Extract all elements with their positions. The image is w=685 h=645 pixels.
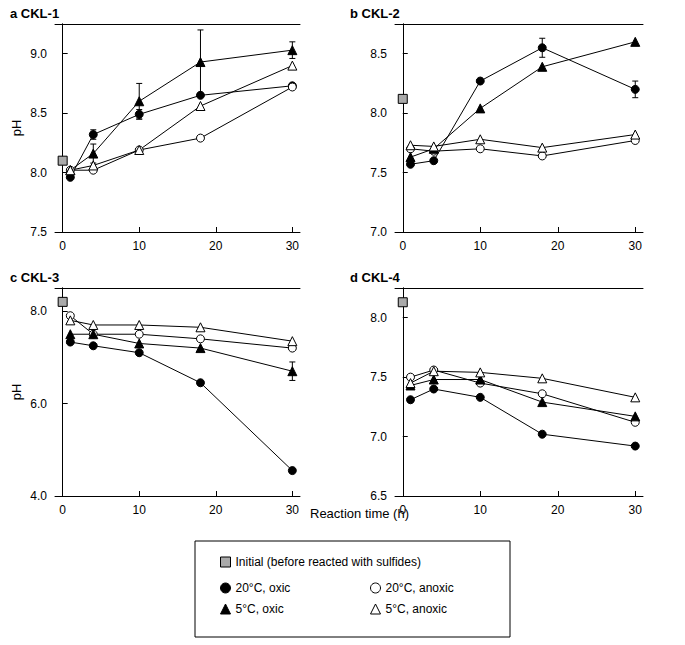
svg-text:0: 0 (59, 503, 66, 517)
svg-text:pH: pH (9, 120, 24, 137)
svg-text:a CKL-1: a CKL-1 (10, 6, 59, 21)
svg-text:30: 30 (629, 239, 643, 253)
svg-text:5°C, anoxic: 5°C, anoxic (386, 602, 448, 616)
svg-text:8.0: 8.0 (30, 304, 47, 318)
svg-text:7.5: 7.5 (370, 166, 387, 180)
svg-text:8.5: 8.5 (30, 106, 47, 120)
svg-text:30: 30 (629, 503, 643, 517)
svg-text:7.5: 7.5 (30, 225, 47, 239)
svg-text:7.5: 7.5 (370, 370, 387, 384)
svg-text:7.0: 7.0 (370, 430, 387, 444)
svg-text:c CKL-3: c CKL-3 (10, 270, 59, 285)
svg-text:8.0: 8.0 (370, 106, 387, 120)
svg-text:b CKL-2: b CKL-2 (350, 6, 400, 21)
svg-text:6.0: 6.0 (30, 397, 47, 411)
svg-text:20°C, anoxic: 20°C, anoxic (386, 581, 454, 595)
svg-text:20: 20 (551, 239, 565, 253)
svg-text:7.0: 7.0 (370, 225, 387, 239)
svg-text:pH: pH (9, 384, 24, 401)
svg-text:20: 20 (209, 503, 223, 517)
svg-text:10: 10 (474, 503, 488, 517)
svg-text:20°C, oxic: 20°C, oxic (236, 581, 291, 595)
svg-text:9.0: 9.0 (30, 47, 47, 61)
svg-text:10: 10 (133, 503, 147, 517)
svg-text:d CKL-4: d CKL-4 (350, 270, 401, 285)
svg-text:5°C, oxic: 5°C, oxic (236, 602, 284, 616)
svg-text:Initial (before reacted with s: Initial (before reacted with sulfides) (236, 555, 421, 569)
svg-text:30: 30 (286, 503, 300, 517)
svg-text:10: 10 (133, 239, 147, 253)
svg-text:Reaction time (h): Reaction time (h) (310, 506, 409, 521)
svg-text:20: 20 (551, 503, 565, 517)
svg-text:6.5: 6.5 (370, 489, 387, 503)
svg-text:0: 0 (59, 239, 66, 253)
svg-text:0: 0 (399, 239, 406, 253)
svg-text:8.0: 8.0 (370, 311, 387, 325)
svg-text:4.0: 4.0 (30, 489, 47, 503)
svg-text:8.0: 8.0 (30, 166, 47, 180)
svg-text:8.5: 8.5 (370, 47, 387, 61)
svg-text:10: 10 (474, 239, 488, 253)
svg-text:30: 30 (286, 239, 300, 253)
svg-text:20: 20 (209, 239, 223, 253)
svg-text:0: 0 (399, 503, 406, 517)
